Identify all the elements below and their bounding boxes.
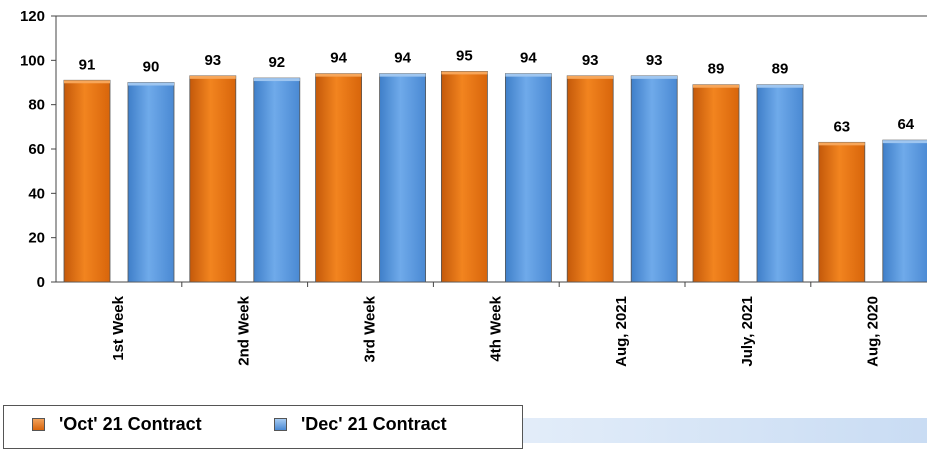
legend-swatch-oct (32, 418, 45, 431)
x-category-label: 2nd Week (236, 295, 253, 365)
data-label: 93 (204, 52, 221, 69)
x-category-label: Aug, 2020 (865, 296, 882, 367)
data-label: 90 (143, 59, 160, 76)
bar (440, 71, 488, 283)
bar (253, 77, 301, 283)
y-tick-label: 60 (28, 141, 45, 158)
bar-top-highlight (64, 80, 110, 84)
bar (756, 84, 804, 283)
bar (882, 139, 927, 283)
data-label: 92 (268, 54, 285, 71)
bar (63, 79, 111, 283)
data-label: 93 (582, 52, 599, 69)
bar (818, 141, 866, 283)
bar-top-highlight (693, 84, 739, 88)
bar (630, 75, 678, 283)
bar-top-highlight (567, 75, 614, 79)
data-label: 63 (833, 118, 850, 135)
bar (379, 73, 427, 283)
data-label: 94 (394, 50, 411, 67)
bar (692, 84, 740, 283)
bar-top-highlight (315, 73, 362, 77)
bar-top-highlight (631, 75, 678, 79)
legend-item-oct: 'Oct' 21 Contract (32, 414, 202, 435)
x-category-label: 3rd Week (362, 295, 379, 362)
x-category-label: July, 2021 (739, 296, 756, 367)
legend-label-dec: 'Dec' 21 Contract (301, 414, 447, 434)
legend-label-oct: 'Oct' 21 Contract (59, 414, 202, 434)
x-category-label: 4th Week (487, 295, 504, 361)
bar (504, 73, 552, 283)
bar-top-highlight (379, 73, 426, 77)
data-label: 91 (79, 56, 96, 73)
y-tick-label: 40 (28, 185, 45, 202)
y-tick-label: 20 (28, 230, 45, 247)
bars (63, 71, 927, 283)
data-label: 94 (520, 50, 537, 67)
data-label: 94 (330, 50, 347, 67)
bar (189, 75, 237, 283)
data-label: 95 (456, 47, 473, 64)
x-category-label: Aug, 2021 (613, 296, 630, 367)
y-tick-label: 80 (28, 97, 45, 114)
bar-top-highlight (505, 73, 552, 77)
legend-item-dec: 'Dec' 21 Contract (274, 414, 447, 435)
bar-top-highlight (757, 84, 803, 88)
labels: 0 20 40 60 80 100 120 91 93 94 95 93 89 63 90 92 94 94 93 8… (20, 8, 915, 367)
bar-top-highlight (441, 71, 488, 75)
data-label: 89 (772, 61, 789, 78)
data-label: 64 (897, 116, 914, 133)
bar (566, 75, 614, 283)
y-tick-label: 120 (20, 8, 45, 25)
legend: 'Oct' 21 Contract 'Dec' 21 Contract (3, 405, 523, 449)
data-label: 89 (708, 61, 725, 78)
y-tick-label: 100 (20, 52, 45, 69)
bar-top-highlight (882, 140, 927, 144)
bar (127, 82, 175, 283)
legend-swatch-dec (274, 418, 287, 431)
x-category-label: 1st Week (110, 295, 127, 360)
data-label: 93 (646, 52, 663, 69)
bar (315, 73, 363, 283)
bar-top-highlight (189, 75, 236, 79)
bar-top-highlight (128, 82, 174, 86)
y-tick-label: 0 (37, 274, 45, 291)
bar-top-highlight (818, 142, 865, 146)
bar-top-highlight (253, 78, 300, 82)
